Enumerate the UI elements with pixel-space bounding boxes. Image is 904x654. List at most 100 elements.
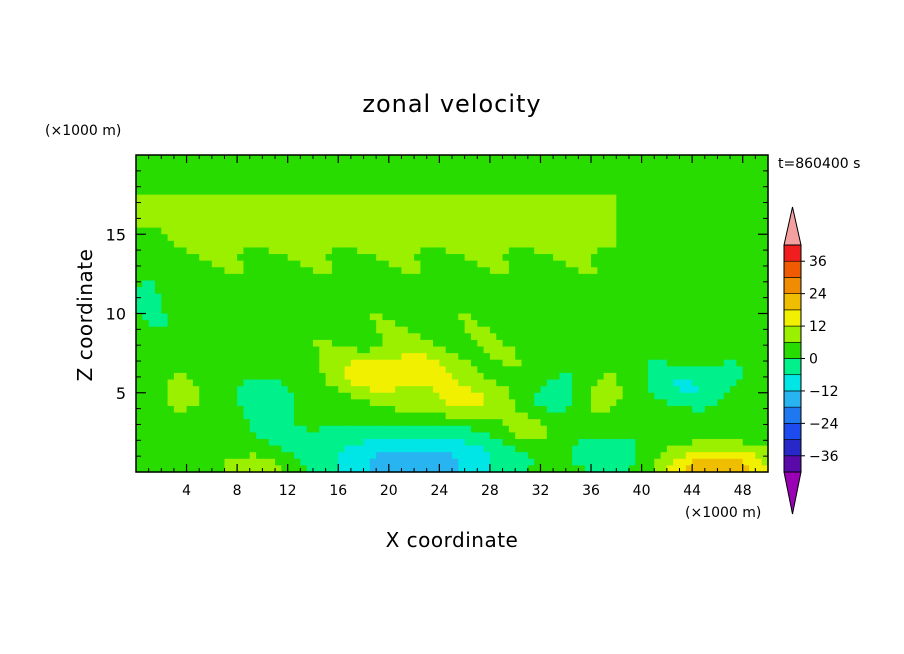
contour-cell <box>237 155 245 163</box>
contour-cell <box>268 234 276 242</box>
contour-cell <box>742 320 750 328</box>
contour-cell <box>230 452 238 460</box>
colorbar-tick-label: 0 <box>809 352 818 368</box>
contour-cell <box>407 366 415 374</box>
contour-cell <box>136 379 143 387</box>
contour-cell <box>180 379 188 387</box>
contour-cell <box>192 293 200 301</box>
contour-cell <box>572 287 579 295</box>
contour-cell <box>275 234 282 242</box>
contour-cell <box>300 161 308 169</box>
contour-cell <box>723 359 731 367</box>
contour-cell <box>553 333 561 341</box>
contour-cell <box>534 366 542 374</box>
contour-cell <box>654 267 662 275</box>
contour-cell <box>331 372 339 381</box>
contour-cell <box>388 320 396 328</box>
contour-cell <box>723 386 731 394</box>
contour-cell <box>685 353 693 361</box>
contour-cell <box>502 465 510 473</box>
contour-cell <box>426 432 434 440</box>
contour-cell <box>433 320 440 328</box>
contour-cell <box>749 234 756 242</box>
contour-cell <box>350 221 358 229</box>
contour-cell <box>635 425 643 433</box>
contour-cell <box>256 372 263 381</box>
contour-cell <box>331 168 339 176</box>
contour-cell <box>597 465 605 473</box>
contour-cell <box>622 155 630 163</box>
contour-cell <box>338 405 346 414</box>
contour-cell <box>717 458 725 466</box>
contour-cell <box>622 432 630 440</box>
contour-cell <box>578 326 586 334</box>
contour-cell <box>546 425 554 433</box>
contour-cell <box>382 168 390 176</box>
contour-cell <box>660 372 668 381</box>
contour-cell <box>692 280 700 288</box>
contour-cell <box>167 161 175 169</box>
contour-cell <box>218 254 226 262</box>
contour-cell <box>306 300 314 308</box>
contour-cell <box>527 227 535 235</box>
contour-cell <box>527 168 535 176</box>
contour-cell <box>218 399 226 407</box>
contour-cell <box>268 313 276 321</box>
contour-cell <box>578 247 586 255</box>
contour-cell <box>173 280 181 288</box>
contour-cell <box>635 247 643 255</box>
contour-cell <box>698 201 706 209</box>
contour-cell <box>647 155 655 163</box>
contour-cell <box>369 320 377 328</box>
contour-cell <box>761 399 769 407</box>
contour-cell <box>635 379 643 387</box>
contour-cell <box>230 227 238 235</box>
contour-cell <box>527 419 535 427</box>
contour-cell <box>452 201 459 209</box>
contour-cell <box>426 300 434 308</box>
contour-cell <box>502 452 510 460</box>
contour-cell <box>350 234 358 242</box>
contour-cell <box>312 432 320 440</box>
contour-cell <box>445 399 453 407</box>
contour-cell <box>167 320 175 328</box>
contour-cell <box>401 386 409 394</box>
contour-cell <box>698 161 706 169</box>
contour-cell <box>666 221 674 229</box>
contour-cell <box>167 254 175 262</box>
contour-cell <box>161 372 169 381</box>
contour-cell <box>591 320 598 328</box>
contour-cell <box>256 359 263 367</box>
contour-cell <box>603 221 611 229</box>
contour-cell <box>591 392 598 400</box>
contour-cell <box>736 359 744 367</box>
contour-cell <box>357 412 365 420</box>
contour-cell <box>489 320 497 328</box>
contour-cell <box>426 227 434 235</box>
contour-cell <box>414 372 421 381</box>
contour-cell <box>433 240 440 249</box>
contour-cell <box>508 379 516 387</box>
contour-cell <box>281 207 289 216</box>
contour-cell <box>540 267 548 275</box>
contour-cell <box>192 214 200 222</box>
contour-cell <box>445 300 453 308</box>
contour-cell <box>565 260 573 268</box>
contour-cell <box>256 320 263 328</box>
contour-cell <box>610 174 617 183</box>
contour-cell <box>673 300 681 308</box>
contour-cell <box>306 155 314 163</box>
contour-cell <box>546 240 554 249</box>
contour-cell <box>243 155 251 163</box>
contour-cell <box>420 174 428 183</box>
contour-cell <box>319 353 327 361</box>
contour-cell <box>382 161 390 169</box>
contour-cell <box>142 306 150 315</box>
contour-cell <box>496 207 504 216</box>
contour-cell <box>464 207 472 216</box>
contour-cell <box>641 405 649 414</box>
contour-cell <box>565 247 573 255</box>
contour-cell <box>331 267 339 275</box>
contour-cell <box>161 392 169 400</box>
contour-cell <box>319 280 327 288</box>
